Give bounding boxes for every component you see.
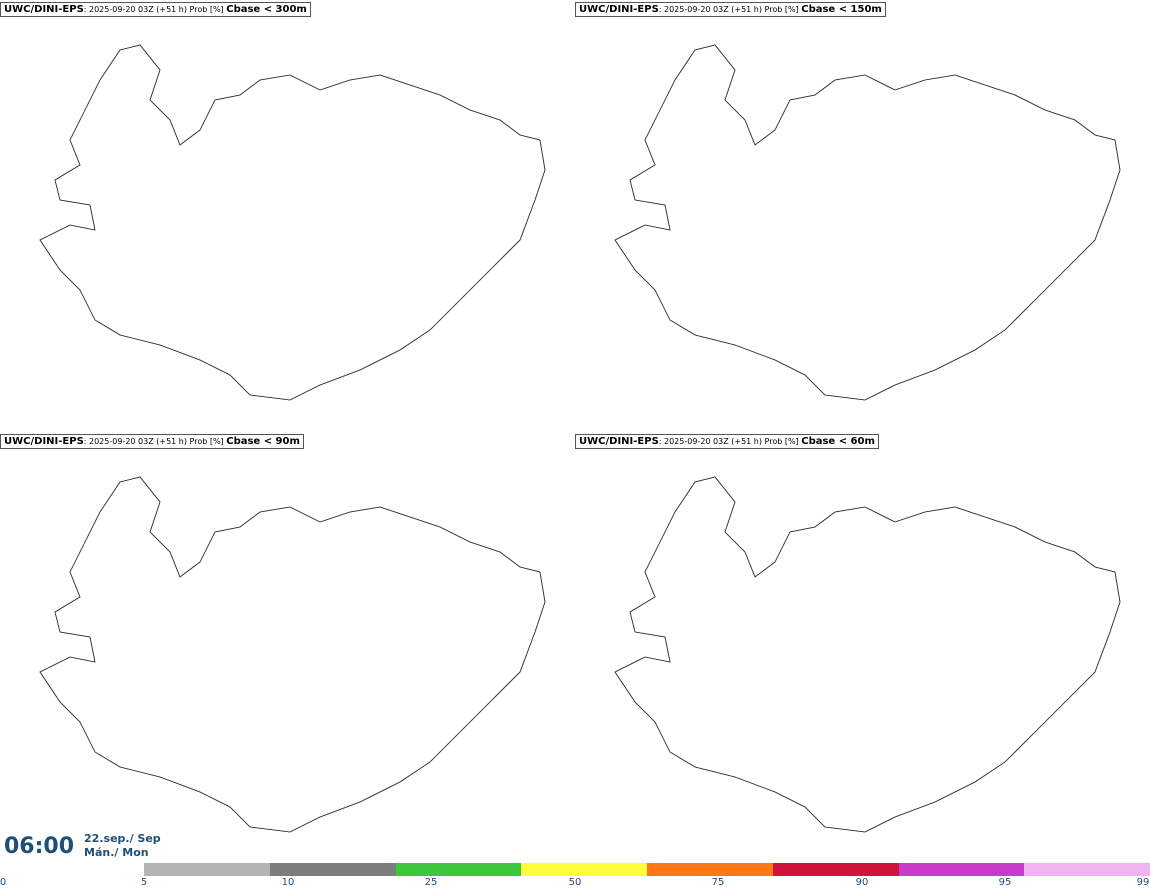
colorbar-ticks: 0 5 10 25 50 75 90 95 99 — [0, 877, 1150, 891]
field-name: Cbase < 90m — [226, 436, 300, 447]
colorbar-tick-label: 90 — [855, 877, 869, 888]
panel-title: UWC/DINI-EPS: 2025-09-20 03Z (+51 h) Pro… — [0, 434, 304, 449]
colorbar-tick-label: 75 — [711, 877, 725, 888]
colorbar-tick-label: 5 — [140, 877, 148, 888]
colorbar-tick-label: 25 — [424, 877, 438, 888]
run-meta: : 2025-09-20 03Z (+51 h) Prob [%] — [658, 437, 802, 446]
colorbar-tick-label: 99 — [1136, 877, 1150, 888]
panel-title: UWC/DINI-EPS: 2025-09-20 03Z (+51 h) Pro… — [0, 2, 311, 17]
model-name: UWC/DINI-EPS — [579, 4, 659, 15]
colorbar-segment — [898, 863, 1025, 876]
iceland-probability-map — [39, 44, 546, 401]
colorbar-tick-label: 95 — [998, 877, 1012, 888]
valid-date-line2: Mán./ Mon — [84, 846, 149, 859]
colorbar-segment — [647, 863, 773, 876]
panel-title: UWC/DINI-EPS: 2025-09-20 03Z (+51 h) Pro… — [575, 434, 879, 449]
model-name: UWC/DINI-EPS — [579, 436, 659, 447]
colorbar-segment — [1024, 863, 1150, 876]
run-meta: : 2025-09-20 03Z (+51 h) Prob [%] — [83, 437, 227, 446]
run-meta: : 2025-09-20 03Z (+51 h) Prob [%] — [83, 5, 227, 14]
colorbar-segment — [144, 863, 270, 876]
colorbar-segment — [521, 863, 647, 876]
colorbar-segment — [395, 863, 522, 876]
map-panel-60m: UWC/DINI-EPS: 2025-09-20 03Z (+51 h) Pro… — [575, 432, 1150, 862]
field-name: Cbase < 60m — [801, 436, 875, 447]
valid-date: 22.sep./ Sep Mán./ Mon — [84, 832, 161, 860]
valid-date-line1: 22.sep./ Sep — [84, 832, 161, 845]
iceland-probability-map — [614, 476, 1121, 833]
field-name: Cbase < 150m — [801, 4, 882, 15]
colorbar-tick-label: 10 — [281, 877, 295, 888]
iceland-probability-map — [614, 44, 1121, 401]
field-name: Cbase < 300m — [226, 4, 307, 15]
probability-colorbar — [144, 863, 1150, 876]
iceland-probability-map — [39, 476, 546, 833]
map-panel-300m: UWC/DINI-EPS: 2025-09-20 03Z (+51 h) Pro… — [0, 0, 575, 430]
model-name: UWC/DINI-EPS — [4, 4, 84, 15]
colorbar-tick-label: 50 — [568, 877, 582, 888]
colorbar-tick-label: 0 — [0, 877, 7, 888]
panel-title: UWC/DINI-EPS: 2025-09-20 03Z (+51 h) Pro… — [575, 2, 886, 17]
run-meta: : 2025-09-20 03Z (+51 h) Prob [%] — [658, 5, 802, 14]
colorbar-segment — [269, 863, 396, 876]
colorbar-segment — [772, 863, 899, 876]
map-panel-90m: UWC/DINI-EPS: 2025-09-20 03Z (+51 h) Pro… — [0, 432, 575, 862]
valid-time: 06:00 22.sep./ Sep Mán./ Mon — [0, 830, 161, 862]
valid-time-clock: 06:00 — [4, 833, 75, 859]
map-panel-150m: UWC/DINI-EPS: 2025-09-20 03Z (+51 h) Pro… — [575, 0, 1150, 430]
model-name: UWC/DINI-EPS — [4, 436, 84, 447]
